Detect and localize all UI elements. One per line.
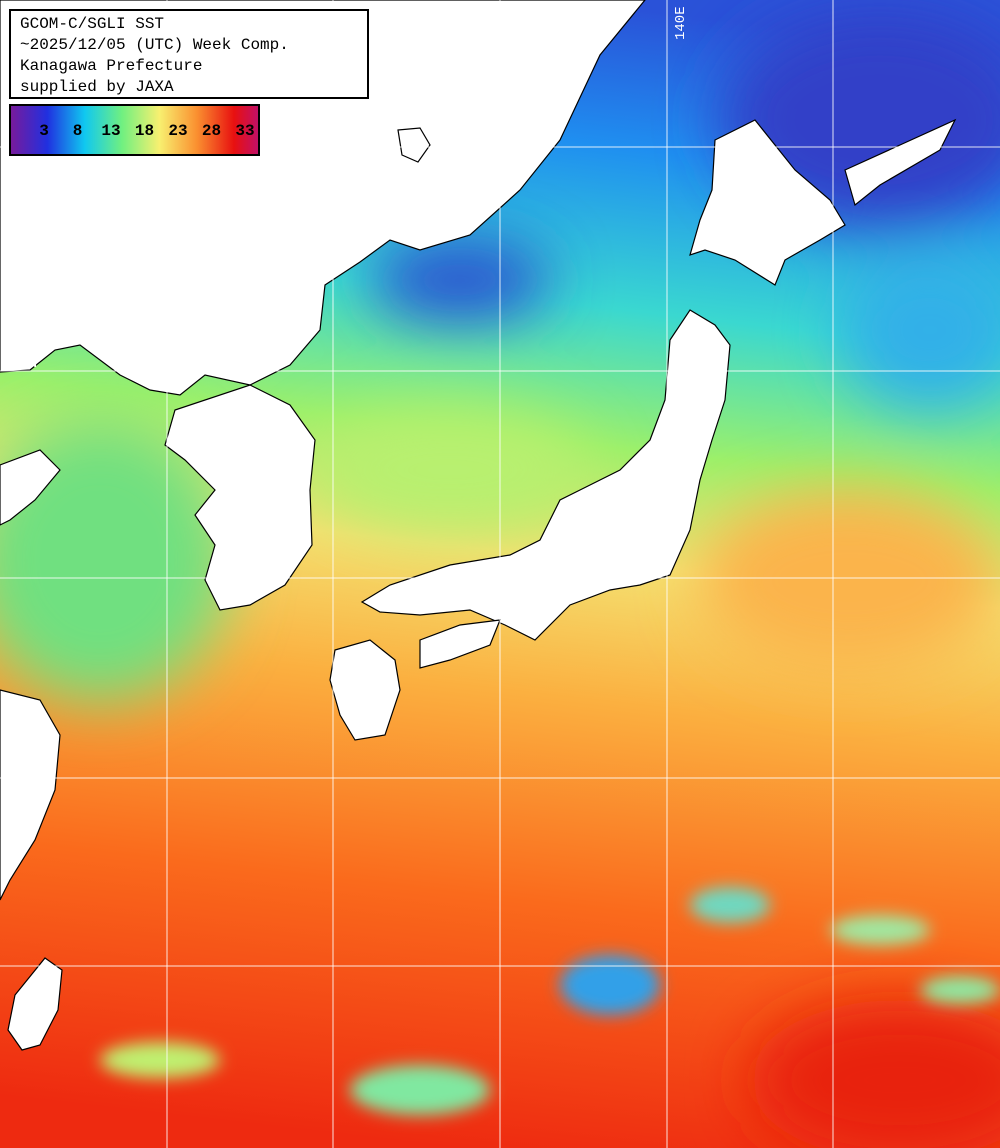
header: GCOM-C/SGLI SST ~2025/12/05 (UTC) Week Co… [20,15,289,96]
latitude-label: 40N [12,356,37,372]
header-line: GCOM-C/SGLI SST [20,15,164,33]
color-bar-label: 8 [73,122,83,140]
color-bar-label: 18 [135,122,154,140]
header-line: supplied by JAXA [20,78,174,96]
color-bar-label: 23 [168,122,187,140]
header-line: Kanagawa Prefecture [20,57,202,75]
cloud-gaps [100,887,1000,1115]
header-line: ~2025/12/05 (UTC) Week Comp. [20,36,289,54]
color-bar-label: 13 [101,122,120,140]
temperature-patches [0,10,1000,1148]
title-box [9,9,369,99]
color-bar-labels: 3 8 13 18 23 28 33 [39,122,254,140]
color-bar-label: 28 [202,122,221,140]
longitude-label: 140E [673,6,689,40]
color-bar [9,104,260,156]
color-bar-label: 33 [235,122,254,140]
color-bar-label: 3 [39,122,49,140]
